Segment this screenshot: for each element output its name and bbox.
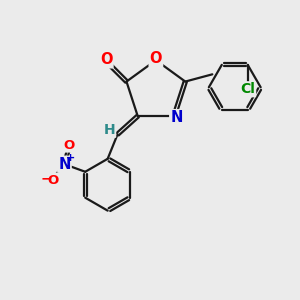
Text: +: +	[66, 153, 75, 163]
Text: −: −	[41, 171, 52, 185]
Text: Cl: Cl	[240, 82, 255, 96]
Text: O: O	[63, 139, 74, 152]
Text: H: H	[103, 123, 115, 137]
Text: O: O	[47, 174, 58, 187]
Text: O: O	[150, 51, 162, 66]
Text: N: N	[170, 110, 183, 125]
Text: N: N	[58, 157, 71, 172]
Text: O: O	[100, 52, 112, 68]
